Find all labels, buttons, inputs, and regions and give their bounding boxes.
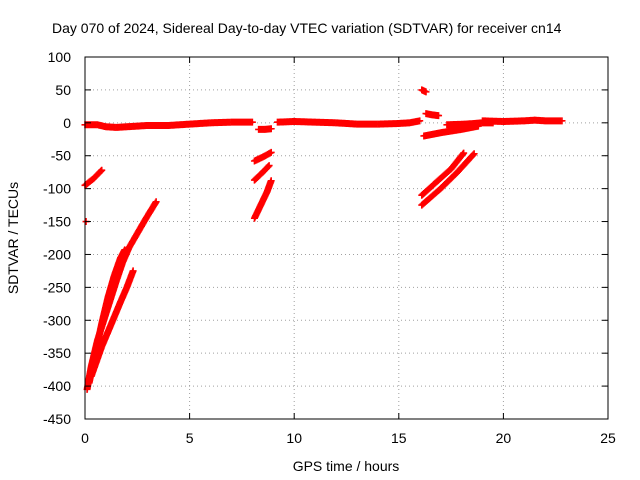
data-point [435,112,443,120]
y-tick-label: -450 [43,411,71,427]
y-tick-label: 50 [55,82,71,98]
data-point-run [89,167,105,183]
data-point-run [418,186,444,209]
y-tick-label: -50 [51,148,71,164]
x-axis-label: GPS time / hours [293,458,400,474]
data-point [129,267,137,275]
y-tick-label: 0 [63,115,71,131]
data-point [152,198,160,206]
x-ticks: 0 5 10 15 20 25 [81,57,616,446]
data-point-run [91,321,105,357]
x-tick-label: 25 [600,430,616,446]
x-tick-label: 10 [286,430,302,446]
data-point-run [250,202,264,222]
series-trace [418,86,430,96]
x-tick-label: 0 [81,430,89,446]
data-point-run [98,295,112,328]
data-point [267,125,275,133]
data-point-run [87,344,105,380]
y-tick-label: -350 [43,345,71,361]
series-trace [250,148,275,165]
chart-title: Day 070 of 2024, Sidereal Day-to-day VTE… [52,20,562,36]
y-tick-label: -150 [43,214,71,230]
y-tick-label: -250 [43,279,71,295]
series-trace [81,118,256,131]
series-trace [273,117,424,128]
plot-frame [84,56,609,420]
y-tick-label: -400 [43,378,71,394]
series-trace [250,177,275,222]
y-axis-label: SDTVAR / TECUs [5,182,21,294]
data-points [81,86,566,393]
y-tick-label: -100 [43,181,71,197]
data-point [121,246,129,254]
data-point-run [106,299,124,331]
data-point-run [418,86,429,95]
series-trace [255,125,275,133]
series-trace [418,149,468,199]
data-point [265,162,273,170]
data-point-run [142,199,159,223]
data-point-run [432,166,454,186]
data-point-run [125,231,141,252]
data-point-run [453,151,477,176]
data-point-run [98,324,114,351]
x-tick-label: 5 [186,430,194,446]
data-point [98,166,106,174]
series-trace [418,150,478,209]
data-point-run [117,285,130,306]
data-point-run [447,150,467,173]
data-point-run [420,129,443,140]
data-point-run [133,216,149,237]
x-tick-label: 15 [391,430,407,446]
data-point [267,177,275,185]
series-trace [478,116,566,126]
series-trace [422,110,443,120]
y-tick-label: 100 [48,49,72,65]
data-point-run [259,163,272,176]
y-ticks: 100 50 0 -50 -100 -150 -200 -250 -300 -350 -400 -45… [43,49,608,427]
data-point [248,118,256,126]
data-point-run [257,189,270,209]
data-point-run [123,268,137,291]
x-tick-label: 20 [496,430,512,446]
grid [85,57,608,419]
data-point [460,149,468,157]
data-point-run [112,260,126,285]
data-point-run [418,179,439,199]
series-trace [250,162,273,184]
data-point [422,88,430,96]
data-point [416,117,424,125]
data-point-run [110,255,124,280]
data-point-run [437,169,460,193]
data-point [470,150,478,158]
y-tick-label: -300 [43,312,71,328]
data-point [267,148,275,156]
y-tick-label: -200 [43,246,71,262]
data-point-run [250,169,266,184]
data-point [558,117,566,125]
series-trace [87,267,137,380]
